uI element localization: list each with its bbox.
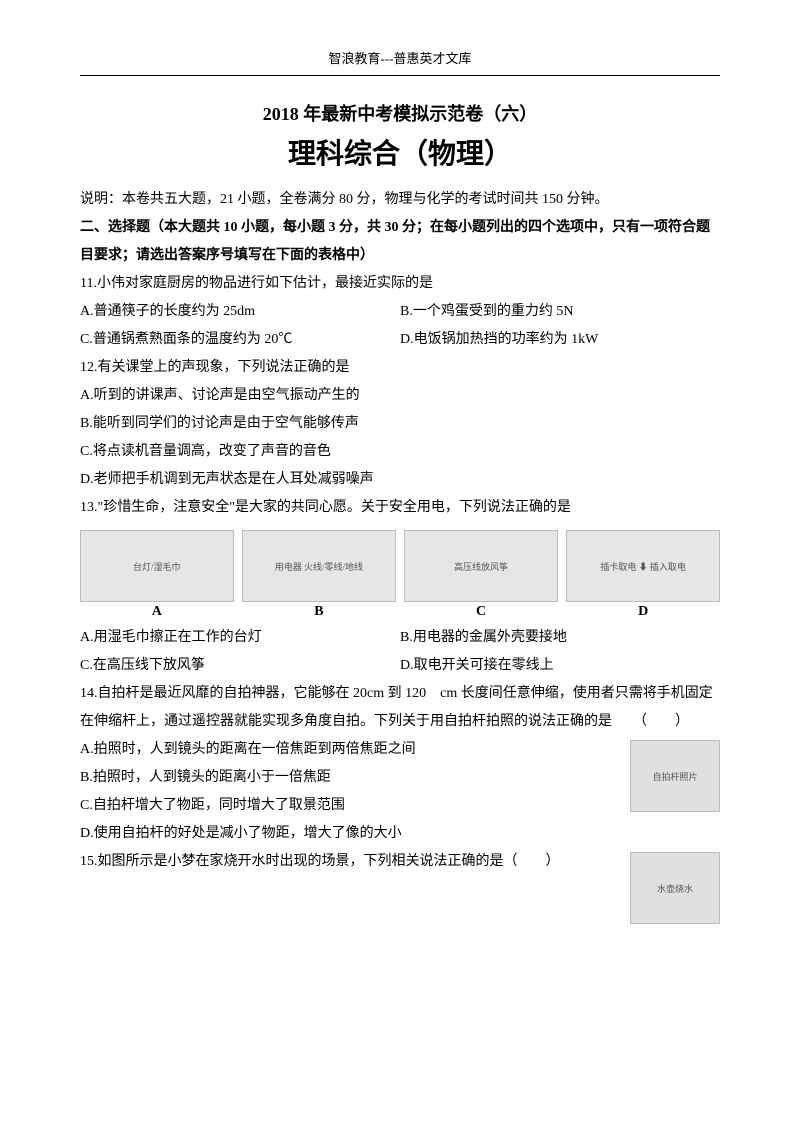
title-line2: 理科综合（物理） (80, 132, 720, 172)
page-header: 智浪教育---普惠英才文库 (80, 48, 720, 76)
q14-stem: 14.自拍杆是最近风靡的自拍神器，它能够在 20cm 到 120 cm 长度间任… (80, 680, 720, 736)
q15-stem: 15.如图所示是小梦在家烧开水时出现的场景，下列相关说法正确的是（ ） (80, 848, 720, 876)
q14-opt-d: D.使用自拍杆的好处是减小了物距，增大了像的大小 (80, 820, 720, 848)
q12-opt-c: C.将点读机音量调高，改变了声音的音色 (80, 438, 720, 466)
q13-label-c: C (476, 604, 486, 620)
q11-opt-a: A.普通筷子的长度约为 25dm (80, 298, 400, 326)
q13-opt-a: A.用湿毛巾擦正在工作的台灯 (80, 624, 400, 652)
q13-image-c: 高压线放风筝 (404, 530, 558, 602)
q11-opt-c: C.普通锅煮熟面条的温度约为 20℃ (80, 326, 400, 354)
q13-label-d: D (638, 604, 648, 620)
q12-stem: 12.有关课堂上的声现象，下列说法正确的是 (80, 354, 720, 382)
title-line1: 2018 年最新中考模拟示范卷（六） (80, 100, 720, 126)
exam-instruction: 说明：本卷共五大题，21 小题，全卷满分 80 分，物理与化学的考试时间共 15… (80, 186, 720, 214)
q13-image-a: 台灯/湿毛巾 (80, 530, 234, 602)
section2-heading: 二、选择题（本大题共 10 小题，每小题 3 分，共 30 分；在每小题列出的四… (80, 214, 720, 270)
q14-opt-b: B.拍照时，人到镜头的距离小于一倍焦距 (80, 764, 720, 792)
q15-image: 水壶烧水 (630, 852, 720, 924)
q12-opt-a: A.听到的讲课声、讨论声是由空气振动产生的 (80, 382, 720, 410)
q13-opt-d: D.取电开关可接在零线上 (400, 652, 720, 680)
q14-opt-c: C.自拍杆增大了物距，同时增大了取景范围 (80, 792, 720, 820)
q13-image-d: 插卡取电 ⬇ 插入取电 (566, 530, 720, 602)
q13-image-b: 用电器 火线/零线/地线 (242, 530, 396, 602)
q11-opt-b: B.一个鸡蛋受到的重力约 5N (400, 298, 720, 326)
q13-opt-c: C.在高压线下放风筝 (80, 652, 400, 680)
q13-label-a: A (152, 604, 162, 620)
q13-images: 台灯/湿毛巾 A 用电器 火线/零线/地线 B 高压线放风筝 C 插卡取电 ⬇ … (80, 530, 720, 620)
q14-image: 自拍杆照片 (630, 740, 720, 812)
q11-opt-d: D.电饭锅加热挡的功率约为 1kW (400, 326, 720, 354)
q11-stem: 11.小伟对家庭厨房的物品进行如下估计，最接近实际的是 (80, 270, 720, 298)
q13-opt-b: B.用电器的金属外壳要接地 (400, 624, 720, 652)
q13-label-b: B (314, 604, 323, 620)
q12-opt-b: B.能听到同学们的讨论声是由于空气能够传声 (80, 410, 720, 438)
q14-opt-a: A.拍照时，人到镜头的距离在一倍焦距到两倍焦距之间 (80, 736, 720, 764)
q12-opt-d: D.老师把手机调到无声状态是在人耳处减弱噪声 (80, 466, 720, 494)
q13-stem: 13."珍惜生命，注意安全"是大家的共同心愿。关于安全用电，下列说法正确的是 (80, 494, 720, 522)
